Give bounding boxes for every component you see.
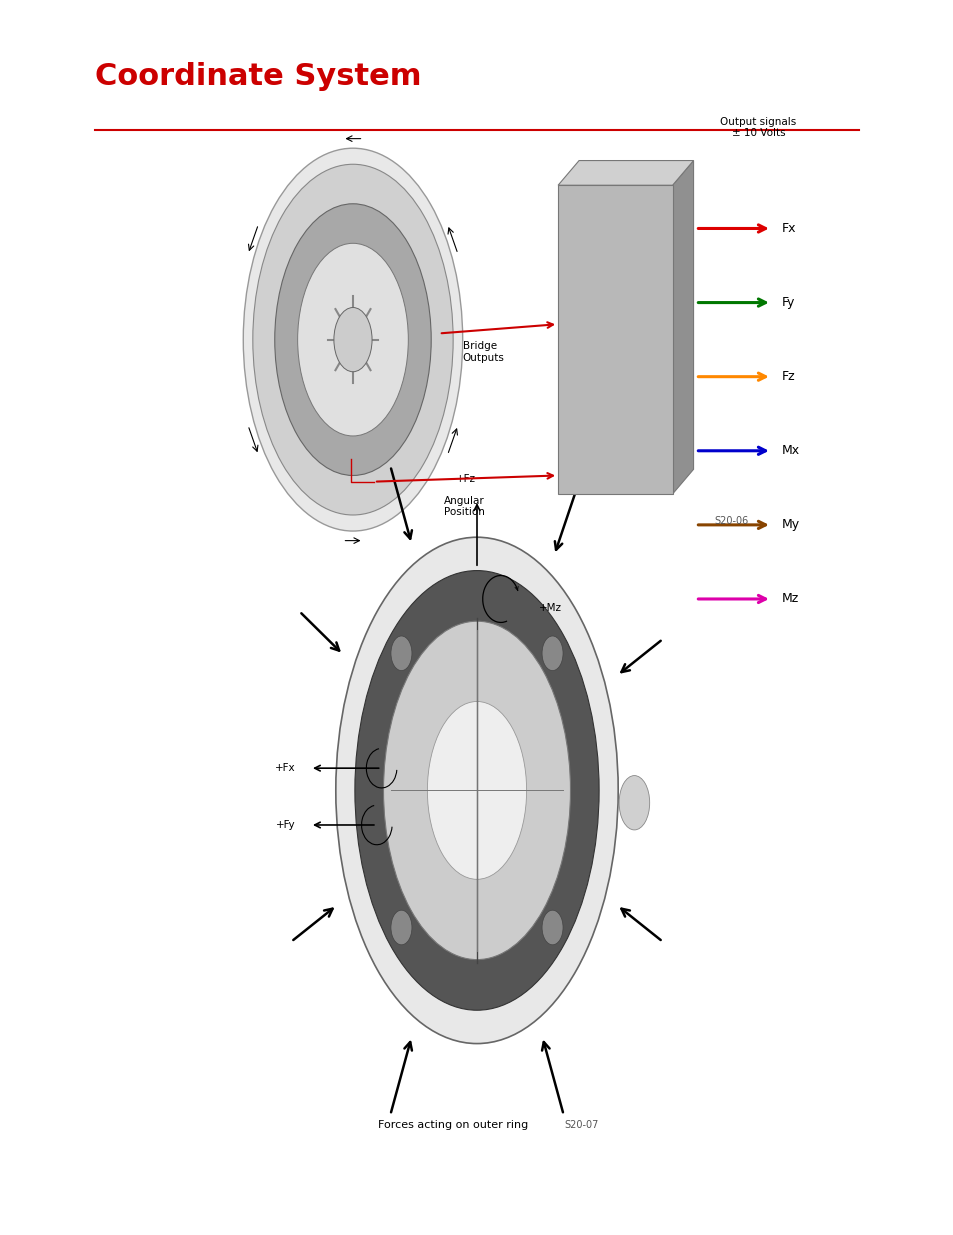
- Ellipse shape: [335, 537, 618, 1044]
- Text: +Mx: +Mx: [398, 734, 422, 743]
- Text: Angular
Position: Angular Position: [443, 495, 484, 517]
- Ellipse shape: [355, 571, 598, 1010]
- Text: Transducer
Interface: Transducer Interface: [580, 326, 649, 353]
- Polygon shape: [672, 161, 693, 494]
- Text: +Fz: +Fz: [456, 474, 475, 484]
- Ellipse shape: [243, 148, 462, 531]
- Text: S20-06: S20-06: [714, 516, 748, 526]
- Ellipse shape: [427, 701, 526, 879]
- Ellipse shape: [391, 636, 412, 671]
- Text: +Mz: +Mz: [538, 603, 561, 613]
- Text: Fx: Fx: [781, 222, 795, 235]
- Text: +Fx: +Fx: [274, 763, 295, 773]
- Ellipse shape: [391, 910, 412, 945]
- Text: Coordinate System: Coordinate System: [95, 62, 421, 90]
- Ellipse shape: [334, 308, 372, 372]
- Text: +My: +My: [394, 793, 417, 803]
- Text: S20-07: S20-07: [564, 1120, 598, 1130]
- Polygon shape: [558, 161, 693, 185]
- Text: My: My: [781, 519, 799, 531]
- Text: Fy: Fy: [781, 296, 794, 309]
- Ellipse shape: [618, 776, 649, 830]
- Ellipse shape: [541, 636, 562, 671]
- Text: Mx: Mx: [781, 445, 799, 457]
- Text: Mz: Mz: [781, 593, 798, 605]
- Ellipse shape: [383, 621, 570, 960]
- Text: Forces acting on outer ring: Forces acting on outer ring: [377, 1120, 528, 1130]
- Text: Output signals
± 10 Volts: Output signals ± 10 Volts: [720, 117, 796, 138]
- Ellipse shape: [253, 164, 453, 515]
- Text: Fz: Fz: [781, 370, 794, 383]
- Ellipse shape: [297, 243, 408, 436]
- FancyBboxPatch shape: [558, 185, 672, 494]
- Text: Bridge
Outputs: Bridge Outputs: [462, 341, 504, 363]
- Ellipse shape: [541, 910, 562, 945]
- Ellipse shape: [274, 204, 431, 475]
- Text: +Fy: +Fy: [275, 820, 295, 830]
